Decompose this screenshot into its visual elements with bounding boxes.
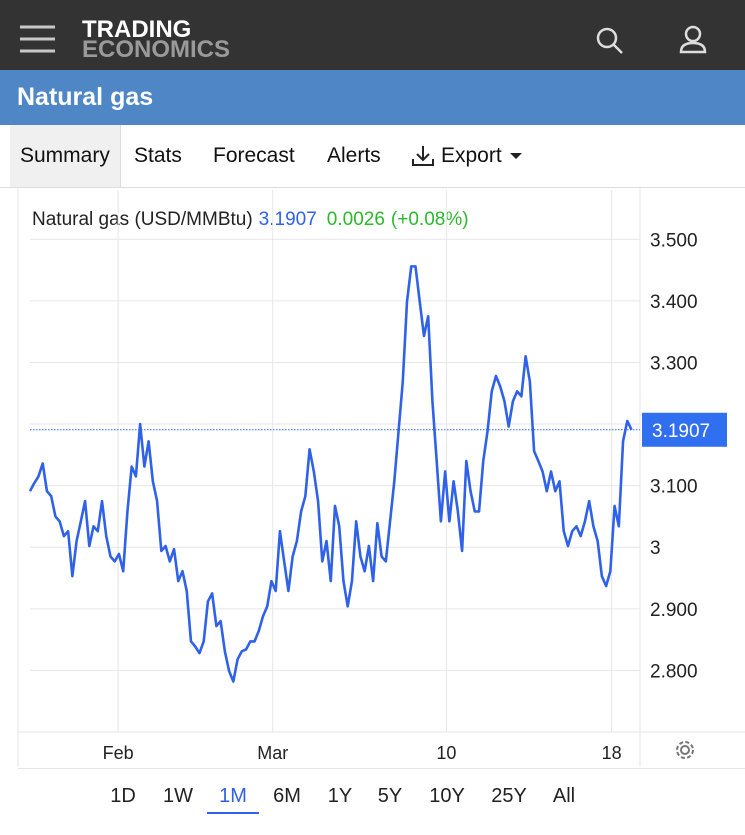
y-tick-label: 3.100 [650,477,698,498]
x-tick-label: 18 [602,743,622,763]
caret [510,153,522,159]
range-button[interactable]: 1D [110,785,136,807]
logo-bottom[interactable]: ECONOMICS [82,36,231,63]
x-tick-label: Feb [103,743,134,763]
y-tick-label: 2.900 [650,600,698,621]
x-tick-label: 10 [436,743,456,763]
range-button[interactable]: All [552,785,576,807]
range-button[interactable]: 1W [163,785,193,807]
y-tick-label: 3 [650,538,661,559]
range-bar: 1D 1W 1M 6M 1Y 5Y 10Y 25Y All [18,768,745,816]
price: 3.1907 [259,209,317,230]
top-bar: TRADING ECONOMICS [0,0,745,70]
change-pct: (+0.08%) [391,209,469,230]
top-icons [20,25,707,54]
chart: Natural gas (USD/MMBtu) 3.1907 0.0026 (+0.0… [17,187,745,767]
price-tag-label: 3.1907 [652,421,710,442]
tab[interactable]: Stats [134,144,182,167]
y-tick-label: 2.800 [650,661,698,682]
range-button[interactable]: 25Y [491,785,527,807]
price-line [28,265,633,683]
chart-header: Natural gas (USD/MMBtu) 3.1907 0.0026 (+0.0… [32,209,469,230]
tab[interactable]: Forecast [213,144,295,167]
menu-icon[interactable] [20,25,55,53]
x-tick-label: Mar [257,743,288,763]
download-icon [412,146,434,166]
tab[interactable]: Alerts [327,144,381,167]
y-tick-label: 3.300 [650,353,698,374]
range-underline [207,812,259,814]
range-button[interactable]: 1Y [327,785,353,807]
user-icon[interactable] [679,25,707,54]
settings-icon[interactable] [676,741,694,759]
range-button[interactable]: 6M [273,785,301,807]
change: 0.0026 [327,209,385,230]
price-tag [642,412,727,447]
range-button[interactable]: 10Y [429,785,465,807]
range-button[interactable]: 1M [219,785,247,807]
y-tick-label: 3.400 [650,292,698,313]
logo-top[interactable]: TRADING [82,16,192,43]
title-bar: Natural gas [0,70,745,125]
search-icon[interactable] [596,27,623,54]
tab[interactable]: Export [441,144,502,167]
chart-title: Natural gas (USD/MMBtu) [32,209,253,230]
y-tick-label: 3.500 [650,230,698,251]
tabs: Summary Stats Forecast Alerts Export [0,125,745,188]
tab[interactable]: Summary [10,125,121,187]
page-title: Natural gas [17,83,154,111]
range-button[interactable]: 5Y [377,785,403,807]
